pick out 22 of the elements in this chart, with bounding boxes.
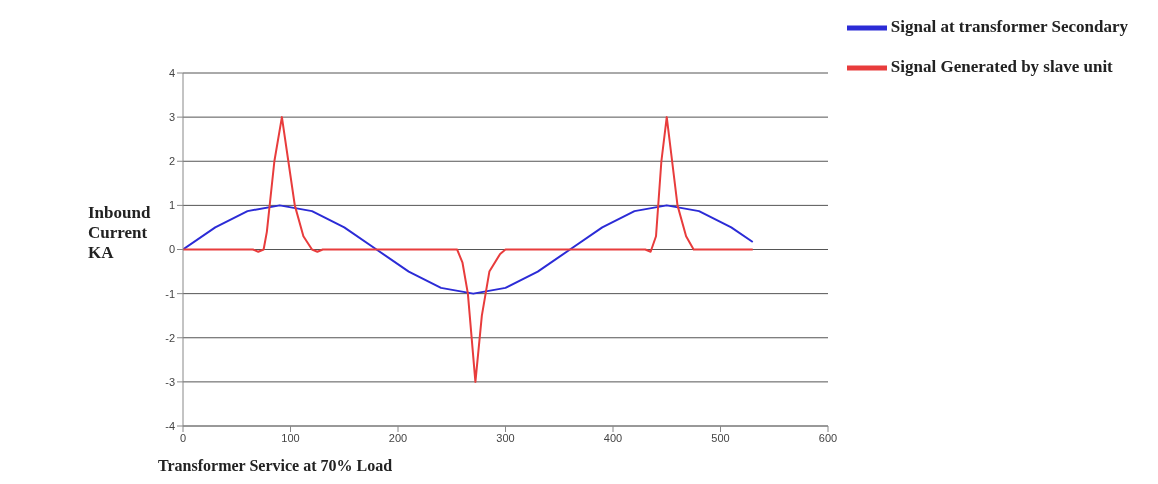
x-tick-label: 0 [179, 431, 187, 444]
y-tick-label: -1 [165, 287, 175, 300]
x-axis-title: Transformer Service at 70% Load [158, 457, 393, 475]
y-axis-title: Inbound Current KA [88, 203, 152, 263]
y-tick-label: -2 [165, 331, 175, 344]
line-series [183, 116, 754, 383]
line-series [183, 204, 754, 295]
x-tick-label: 400 [603, 431, 623, 444]
x-tick-label: 300 [496, 431, 515, 444]
x-tick-label: 500 [711, 431, 730, 444]
x-tick-label: 100 [281, 431, 300, 444]
x-tick-label: 600 [818, 431, 838, 444]
legend-label: Signal at transformer Secondary [890, 16, 1128, 36]
x-tick-label: 200 [388, 431, 408, 444]
y-tick-label: -3 [165, 375, 175, 388]
y-tick-label: 4 [168, 66, 175, 79]
y-tick-label: 2 [168, 155, 175, 168]
legend-label: Signal Generated by slave unit [890, 56, 1113, 76]
y-tick-label: 1 [168, 199, 175, 212]
y-tick-label: 3 [168, 111, 175, 124]
y-tick-label: 0 [168, 243, 175, 256]
y-tick-label: -4 [165, 419, 175, 432]
